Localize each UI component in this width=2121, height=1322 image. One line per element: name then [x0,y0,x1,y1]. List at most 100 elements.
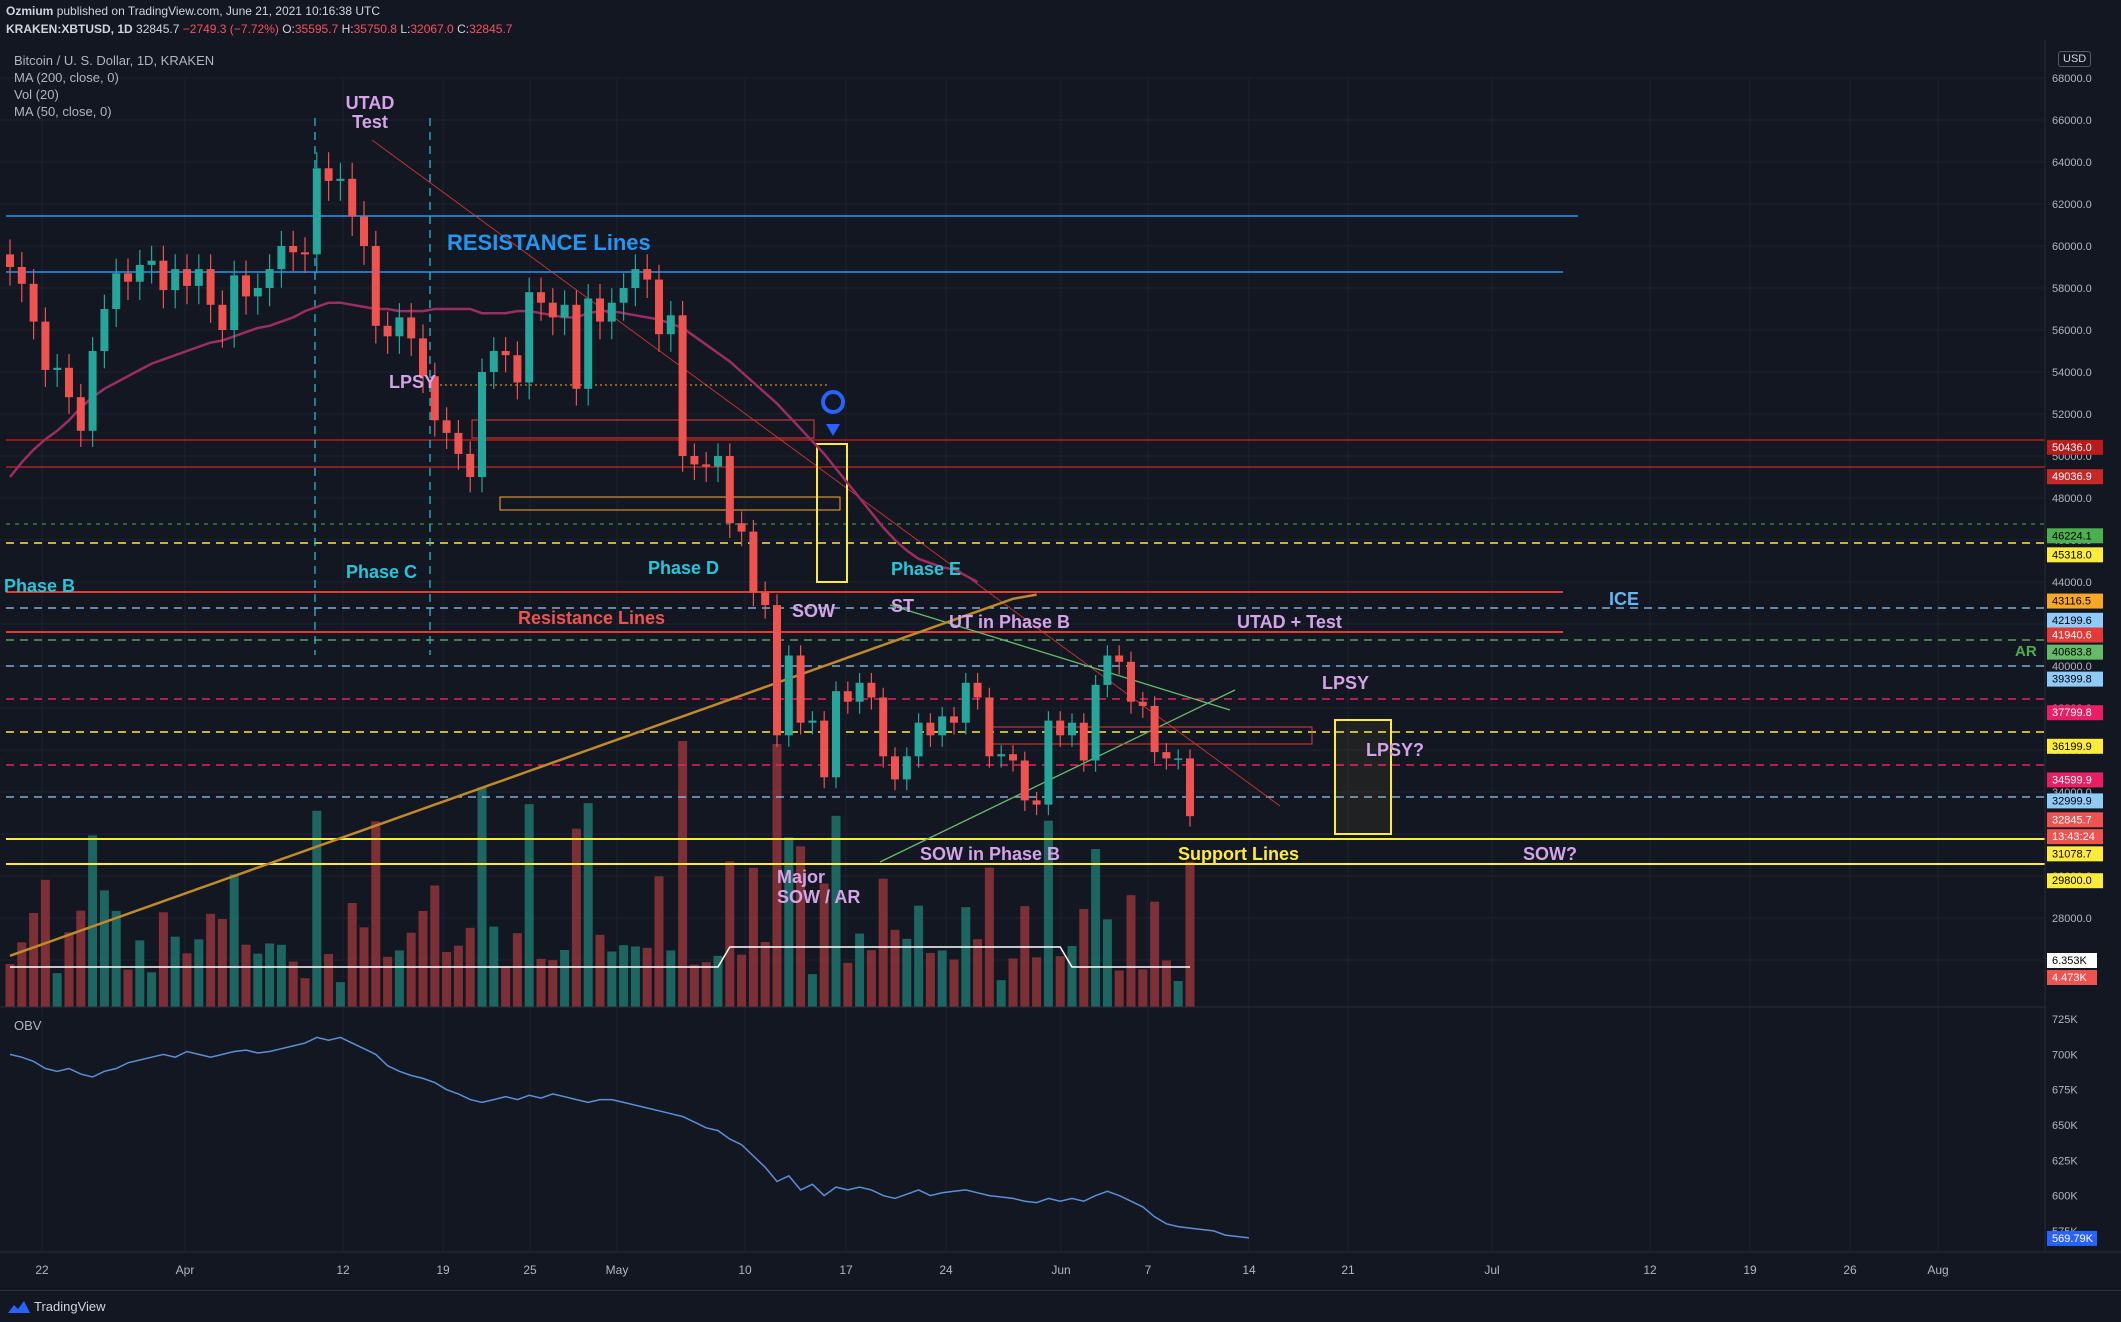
volume-bar [241,944,251,1007]
candle-body [843,691,852,702]
time-tick: 19 [1743,1263,1757,1277]
candle-body [808,720,817,723]
price-tick: 54000.0 [2052,367,2092,379]
volume-bar [453,945,463,1007]
map-pin-icon[interactable] [821,390,846,436]
candle-body [607,302,616,322]
time-tick: May [606,1263,629,1277]
price-label: 13:43:24 [2052,831,2095,843]
volume-bar [973,939,983,1007]
time-tick: 26 [1843,1263,1857,1277]
candle-body [631,269,640,288]
ma200-line[interactable] [9,593,1037,957]
ma50-line[interactable] [9,301,979,584]
volume-bar [642,947,652,1007]
candle-body [277,246,286,270]
annot-ice: ICE [1609,589,1639,609]
open-value: 35595.7 [294,22,339,36]
price-label: 49036.9 [2052,471,2092,483]
candle-body [336,178,345,181]
candle-body [773,605,781,736]
candlestick-series[interactable] [6,152,1194,827]
time-tick: 12 [1643,1263,1657,1277]
volume-bar [1138,969,1148,1007]
price-label-bg [2047,528,2103,544]
annot-test: Test [352,112,388,132]
volume-bar [135,940,145,1007]
obv-legend[interactable]: OBV [14,1018,42,1033]
obv-line[interactable] [9,1036,1250,1239]
price-tick: 56000.0 [2052,325,2092,337]
volume-bar [1102,919,1112,1007]
volume-bar [217,919,227,1007]
legend-ma200[interactable]: MA (200, close, 0) [14,70,119,85]
volume-bar [583,803,593,1007]
volume-bar [88,835,98,1007]
price-tick: 62000.0 [2052,199,2092,211]
candle-body [159,260,168,291]
volume-bar [1055,956,1065,1007]
annot-major: Major [777,867,825,887]
candle-body [501,351,510,356]
publish-info: Ozmium published on TradingView.com, Jun… [6,4,380,18]
price-label-bg [2047,469,2103,485]
candle-body [466,453,475,477]
brand-name[interactable]: TradingView [34,1299,106,1314]
range-box-1[interactable] [471,419,815,439]
volume-bar [123,969,133,1007]
highlight-box-sow[interactable] [816,443,848,583]
volume-bar [477,787,487,1007]
volume-bar [335,982,345,1007]
candle-body [832,691,840,778]
volume-bar [1173,981,1183,1007]
price-label-bg [2047,671,2103,687]
volume-bar [961,907,971,1007]
annot-resistance-lines: RESISTANCE Lines [447,230,651,255]
volume-bar [312,810,322,1007]
volume-label: 4.473K [2052,972,2088,984]
highlight-box-lpsy[interactable] [1334,719,1392,835]
time-tick: 22 [35,1263,49,1277]
volume-bar [819,883,829,1007]
candle-body [312,168,321,255]
volume-bar [678,741,688,1007]
annot-sow-ar: SOW / AR [777,887,860,907]
volume-bar [501,966,511,1007]
candle-body [124,273,132,282]
time-axis[interactable]: 22 Apr 12 19 25 May 10 17 24 Jun 7 14 21 Jul 12 19 26 Aug [35,1263,1948,1277]
price-label: 50436.0 [2052,442,2092,454]
price-label-bg [2047,846,2103,862]
legend-ma50[interactable]: MA (50, close, 0) [14,104,112,119]
volume-bar [630,946,640,1007]
trendline-green-1[interactable] [879,689,1236,863]
last-price: 32845.7 [136,22,180,36]
volume-bar [560,950,570,1007]
currency-badge[interactable]: USD [2058,51,2092,67]
volume-bar [536,958,546,1007]
price-label: 39399.8 [2052,674,2092,686]
volume-bar [772,744,782,1007]
volume-bar [206,913,216,1007]
author-name[interactable]: Ozmium [6,4,54,18]
price-label-bg [2047,612,2103,628]
obv-last-label-bg [2047,1230,2097,1246]
candle-body [678,315,687,456]
price-label: 31078.7 [2052,848,2092,860]
legend-title[interactable]: Bitcoin / U. S. Dollar, 1D, KRAKEN [14,53,215,68]
legend-vol[interactable]: Vol (20) [14,87,59,102]
annot-utad: UTAD [346,93,395,113]
volume-bar [418,911,428,1007]
candle-body [1020,760,1029,801]
volume-bar [760,942,770,1007]
obv-axis: 725K700K675K650K625K600K575K569.79K [2047,1014,2097,1246]
range-box-2[interactable] [499,496,841,511]
price-change: −2749.3 (−7.72%) [182,22,279,36]
volume-bar [866,950,876,1007]
candle-body [183,269,191,286]
volume-bar [984,867,994,1007]
volume-bar [748,867,758,1007]
volume-bar [713,955,723,1007]
candle-body [6,254,14,267]
candle-body [265,269,274,288]
